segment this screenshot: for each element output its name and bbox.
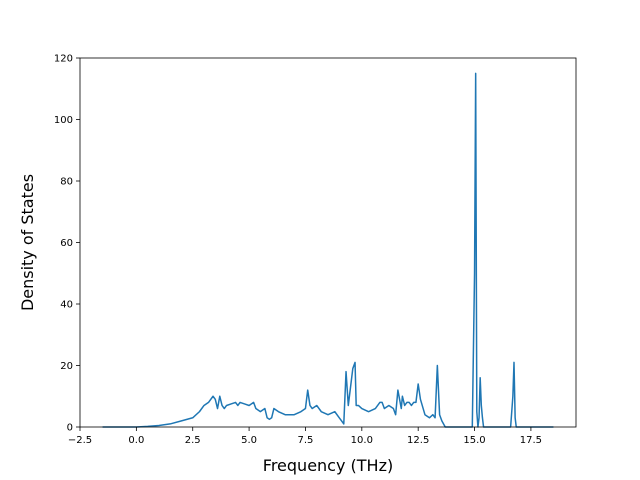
x-tick-label: 7.5 — [298, 435, 314, 446]
y-tick-label: 60 — [60, 238, 73, 249]
x-tick-label: 2.5 — [185, 435, 201, 446]
y-axis-label: Density of States — [18, 174, 37, 311]
y-tick-label: 20 — [60, 361, 73, 372]
x-tick-label: 17.5 — [520, 435, 542, 446]
y-tick-label: 80 — [60, 177, 73, 188]
y-tick-label: 0 — [67, 423, 73, 434]
x-tick-label: 0.0 — [128, 435, 144, 446]
x-tick-label: 12.5 — [407, 435, 429, 446]
x-tick-label: 10.0 — [351, 435, 373, 446]
x-tick-label: 15.0 — [463, 435, 485, 446]
y-tick-label: 40 — [60, 300, 73, 311]
axes-frame — [79, 57, 577, 428]
x-axis-label: Frequency (THz) — [263, 456, 393, 475]
y-tick-label: 120 — [54, 54, 73, 65]
y-axis-ticks: 0 20 40 60 80 100 120 — [54, 54, 80, 434]
x-tick-label: 5.0 — [241, 435, 257, 446]
plot-area — [102, 72, 554, 428]
x-axis-ticks: −2.5 0.0 2.5 5.0 7.5 10.0 12.5 15.0 17.5 — [68, 427, 542, 446]
y-tick-label: 100 — [54, 115, 73, 126]
x-tick-label: −2.5 — [68, 435, 92, 446]
dos-series-line-0 — [102, 72, 554, 428]
